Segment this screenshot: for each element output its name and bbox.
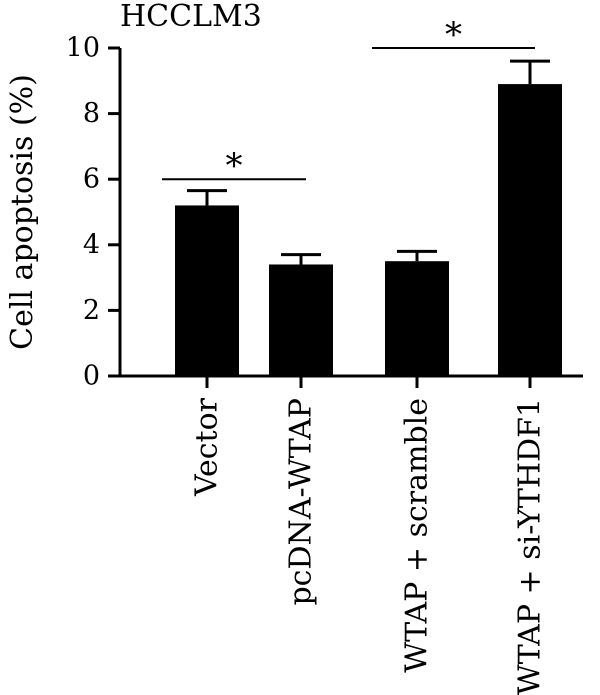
x-tick-label: Vector xyxy=(190,397,225,497)
y-tick-label: 8 xyxy=(83,98,100,129)
bar xyxy=(269,264,333,376)
y-tick-label: 0 xyxy=(83,361,100,392)
y-tick-label: 10 xyxy=(66,33,100,64)
y-tick-label: 4 xyxy=(83,229,100,260)
y-axis-label: Cell apoptosis (%) xyxy=(5,74,40,350)
significance-star: * xyxy=(445,15,462,55)
x-tick-label: WTAP + si-YTHDF1 xyxy=(513,398,548,695)
y-tick-label: 2 xyxy=(83,295,100,326)
y-tick-label: 6 xyxy=(83,164,100,195)
x-tick-label: WTAP + scramble xyxy=(400,398,435,673)
x-axis-ticks: Vector pcDNA-WTAP WTAP + scramble WTAP + si… xyxy=(190,376,548,695)
bars xyxy=(175,84,562,376)
x-tick-label: pcDNA-WTAP xyxy=(284,398,319,606)
bar xyxy=(385,261,449,376)
chart-title: HCCLM3 xyxy=(120,0,262,34)
error-bars xyxy=(187,59,550,265)
y-axis-ticks: 0 2 4 6 8 10 xyxy=(66,33,120,392)
significance-annotations: ** xyxy=(162,15,535,186)
bar xyxy=(498,84,562,376)
significance-star: * xyxy=(226,146,243,186)
bar xyxy=(175,205,239,376)
